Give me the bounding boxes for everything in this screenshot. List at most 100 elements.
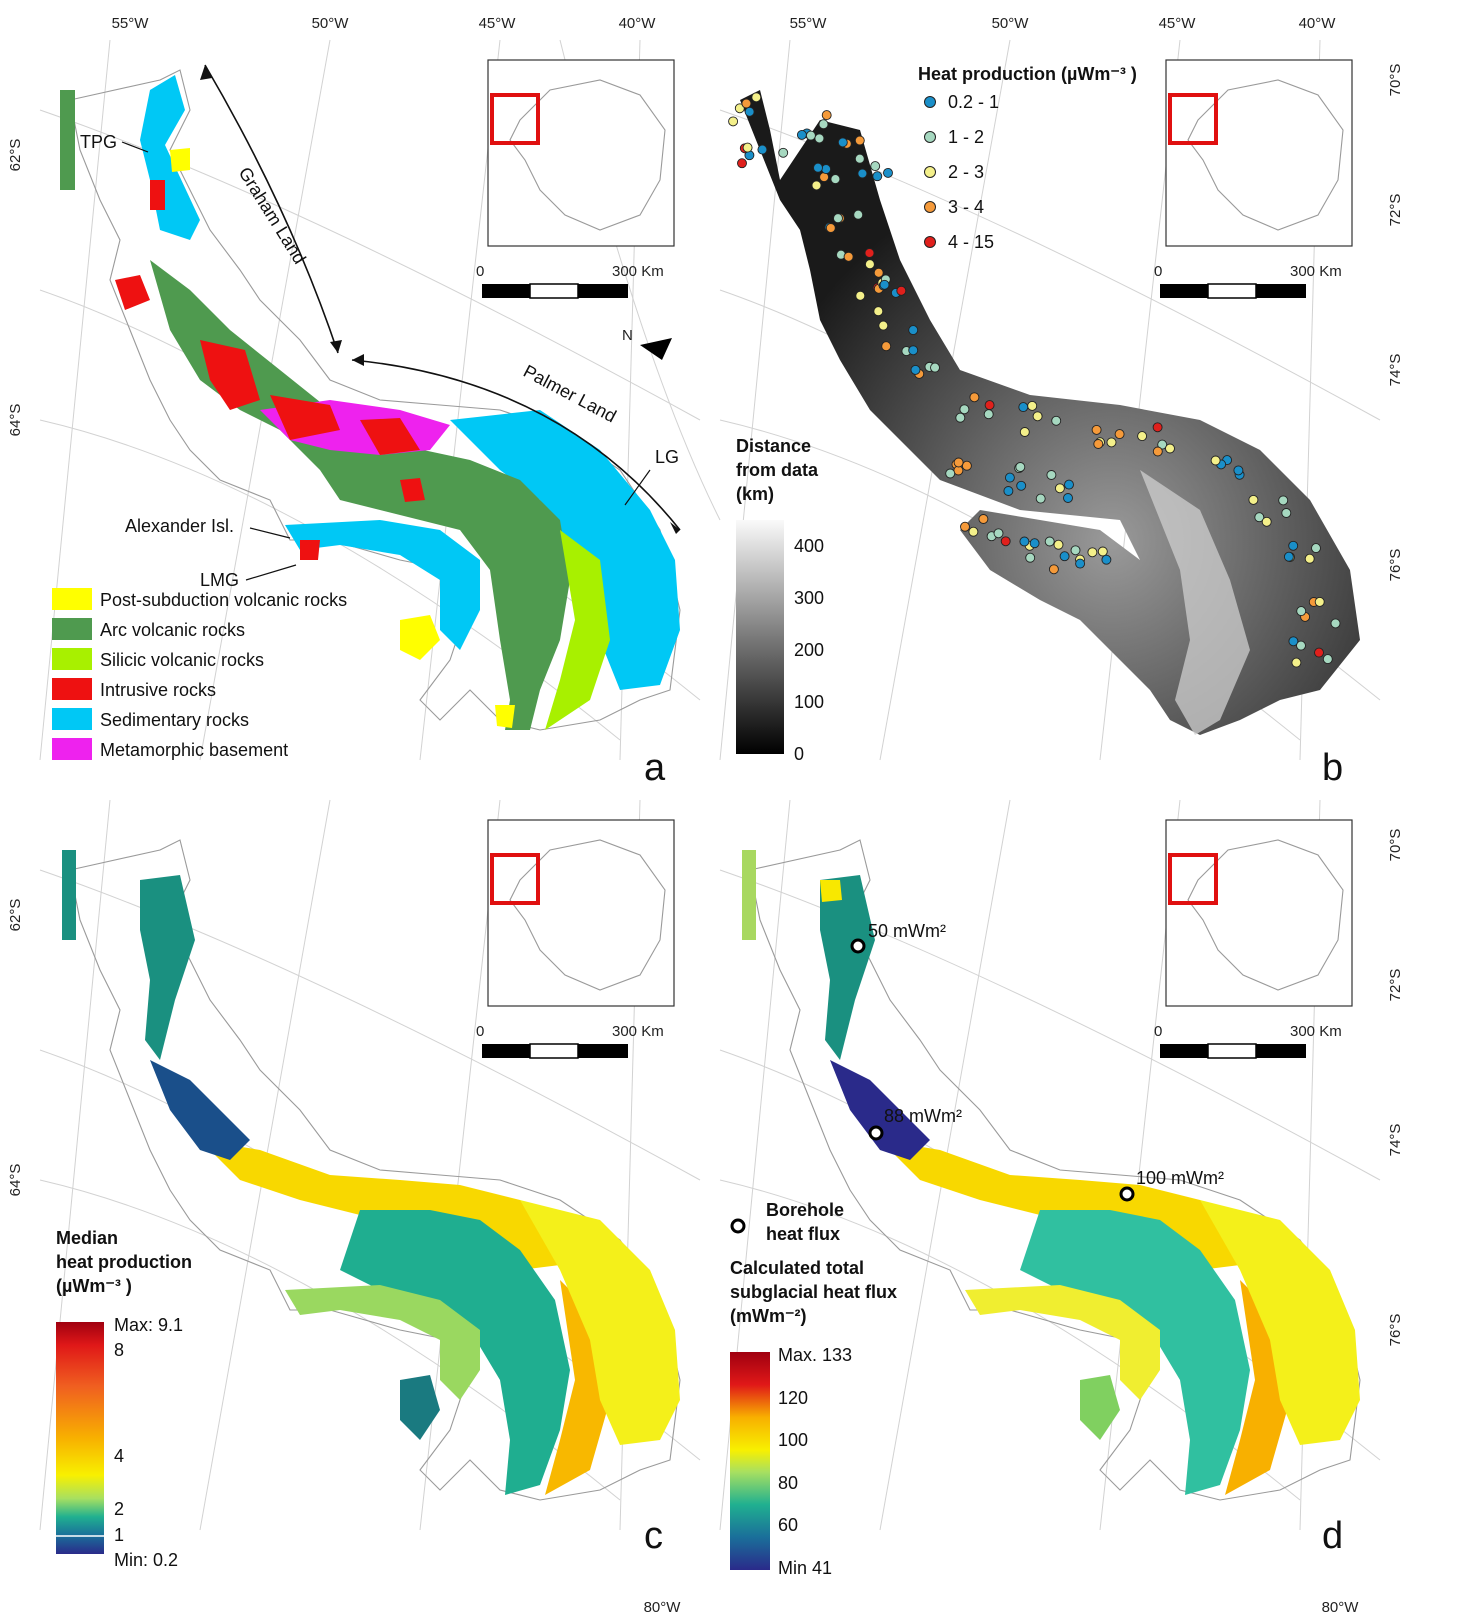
scalebar-end-c: 300 Km bbox=[612, 1023, 664, 1040]
scalebar-start-a: 0 bbox=[476, 263, 484, 280]
hf-colorbar-title-1: Calculated total bbox=[730, 1258, 864, 1278]
hf-yellow-north-d bbox=[820, 880, 842, 902]
lat-label-76s-b: 76°S bbox=[1387, 549, 1404, 582]
hp-teal-region-c bbox=[340, 1210, 570, 1495]
sample-point-112 bbox=[821, 110, 832, 121]
sample-point-35 bbox=[881, 341, 892, 352]
sample-point-118 bbox=[872, 171, 883, 182]
sample-point-119 bbox=[854, 153, 865, 164]
sample-point-64 bbox=[1137, 431, 1148, 442]
sample-point-128 bbox=[953, 457, 964, 468]
sample-point-46 bbox=[955, 412, 966, 423]
sample-point-68 bbox=[1233, 465, 1244, 476]
hp-class-label-1: 1 - 2 bbox=[948, 127, 984, 147]
borehole-2 bbox=[868, 1125, 884, 1141]
lat-label-64s-a: 64°S bbox=[7, 404, 24, 437]
hp-colorbar-ticks: Max: 9.1 8 4 2 1 Min: 0.2 bbox=[114, 1315, 183, 1570]
lat-label-64s-c: 64°S bbox=[7, 1164, 24, 1197]
panel-letter-c: c bbox=[644, 1515, 663, 1557]
sample-point-93 bbox=[968, 526, 979, 537]
sample-point-97 bbox=[1000, 536, 1011, 547]
sample-point-32 bbox=[873, 306, 884, 317]
hp-tick-min: Min: 0.2 bbox=[114, 1550, 178, 1570]
sample-point-79 bbox=[1283, 551, 1294, 562]
sample-point-45 bbox=[959, 404, 970, 415]
sample-point-3 bbox=[741, 98, 752, 109]
sample-point-50 bbox=[1018, 402, 1029, 413]
hf-teal-north-d bbox=[820, 875, 875, 1060]
sample-point-19 bbox=[811, 180, 822, 191]
sedimentary-region-a2 bbox=[450, 410, 680, 690]
hp-class-label-3: 3 - 4 bbox=[948, 197, 984, 217]
hp-tick-8: 8 bbox=[114, 1340, 124, 1360]
sample-point-62 bbox=[1165, 443, 1175, 454]
north-arrow-icon: N bbox=[622, 327, 672, 360]
sample-point-94 bbox=[960, 521, 970, 532]
hp-class-marker-1 bbox=[924, 131, 936, 143]
sample-point-116 bbox=[870, 161, 881, 172]
inset-map-a bbox=[487, 59, 675, 247]
sample-point-106 bbox=[1097, 546, 1108, 557]
sample-point-117 bbox=[883, 167, 893, 178]
hp-class-marker-3 bbox=[924, 201, 936, 213]
hp-teal-west-c bbox=[62, 850, 76, 940]
lat-label-70s-b: 70°S bbox=[1387, 64, 1404, 97]
sample-point-105 bbox=[1087, 547, 1098, 558]
hp-tick-max: Max: 9.1 bbox=[114, 1315, 183, 1335]
hf-colorbar-title-2: subglacial heat flux bbox=[730, 1282, 897, 1302]
hf-colorbar bbox=[730, 1352, 770, 1570]
hp-class-label-4: 4 - 15 bbox=[948, 232, 994, 252]
lon-label-45w-a: 45°W bbox=[479, 15, 517, 32]
sample-point-138 bbox=[1035, 493, 1046, 504]
sample-point-70 bbox=[1254, 512, 1265, 523]
lon-label-80w-c: 80°W bbox=[644, 1599, 682, 1616]
sample-point-135 bbox=[1046, 470, 1057, 480]
sample-point-39 bbox=[908, 345, 919, 356]
sample-point-98 bbox=[1025, 552, 1036, 563]
hp-colorbar-title-3: (µWm⁻³ ) bbox=[56, 1276, 132, 1296]
sample-point-14 bbox=[778, 147, 789, 158]
arc-volcanic-region-a2 bbox=[60, 90, 75, 190]
dist-tick-0: 0 bbox=[794, 744, 804, 764]
hp-class-label-2: 2 - 3 bbox=[948, 162, 984, 182]
legend-label-3: Intrusive rocks bbox=[100, 680, 216, 700]
lat-label-72s-b: 72°S bbox=[1387, 194, 1404, 227]
hf-green-west-d bbox=[742, 850, 756, 940]
sample-point-24 bbox=[825, 223, 836, 233]
landmass-outline-c bbox=[69, 839, 681, 1501]
legend-swatch-2 bbox=[52, 648, 92, 670]
sample-point-84 bbox=[1330, 618, 1341, 629]
sample-point-103 bbox=[1059, 551, 1070, 562]
landmass-outline-a bbox=[69, 69, 681, 731]
sample-point-130 bbox=[1003, 486, 1014, 496]
sample-point-58 bbox=[1106, 437, 1117, 448]
inset-highlight-b bbox=[1168, 93, 1218, 145]
lon-label-50w-a: 50°W bbox=[312, 15, 350, 32]
label-alexander: Alexander Isl. bbox=[125, 516, 234, 536]
hp-yellow-region-c2 bbox=[520, 1200, 680, 1445]
arc-volcanic-region-a bbox=[150, 260, 570, 730]
lon-label-55w-b: 55°W bbox=[790, 15, 828, 32]
sample-point-13 bbox=[805, 130, 816, 141]
sample-point-74 bbox=[1248, 494, 1259, 505]
hp-legend-b: 0.2 - 1 1 - 2 2 - 3 3 - 4 4 - 15 bbox=[924, 92, 999, 252]
sample-point-47 bbox=[984, 400, 995, 411]
distance-band-b bbox=[1140, 470, 1250, 735]
scalebar-start-b: 0 bbox=[1154, 263, 1162, 280]
sample-point-38 bbox=[878, 320, 889, 331]
intrusive-patches-a bbox=[115, 180, 425, 560]
hf-colorbar-title-3: (mWm⁻²) bbox=[730, 1306, 806, 1326]
sample-point-107 bbox=[1101, 554, 1112, 565]
legend-label-5: Metamorphic basement bbox=[100, 740, 288, 760]
hf-tick-max: Max. 133 bbox=[778, 1345, 852, 1365]
legend-swatch-0 bbox=[52, 588, 92, 610]
borehole-markers: 50 mWm² 88 mWm² 100 mWm² bbox=[850, 921, 1224, 1202]
panel-letter-a: a bbox=[644, 747, 666, 789]
hp-legend-title: Heat production (µWm⁻³ ) bbox=[918, 64, 1137, 84]
inset-highlight-c bbox=[490, 853, 540, 905]
hp-class-marker-2 bbox=[924, 166, 936, 178]
lat-label-72s-d: 72°S bbox=[1387, 969, 1404, 1002]
label-lmg: LMG bbox=[200, 570, 239, 590]
dist-tick-400: 400 bbox=[794, 536, 824, 556]
sample-point-110 bbox=[818, 119, 829, 130]
